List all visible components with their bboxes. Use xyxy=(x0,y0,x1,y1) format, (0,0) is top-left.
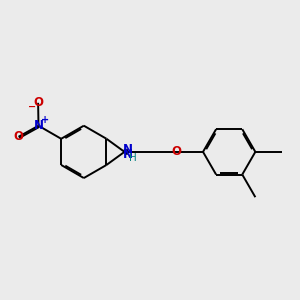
Text: H: H xyxy=(129,153,137,163)
Text: +: + xyxy=(41,116,49,125)
Text: N: N xyxy=(123,143,133,156)
Text: N: N xyxy=(34,119,44,132)
Text: N: N xyxy=(123,148,133,161)
Text: −: − xyxy=(28,102,36,112)
Text: O: O xyxy=(14,130,23,143)
Text: O: O xyxy=(172,146,182,158)
Text: O: O xyxy=(33,96,43,109)
